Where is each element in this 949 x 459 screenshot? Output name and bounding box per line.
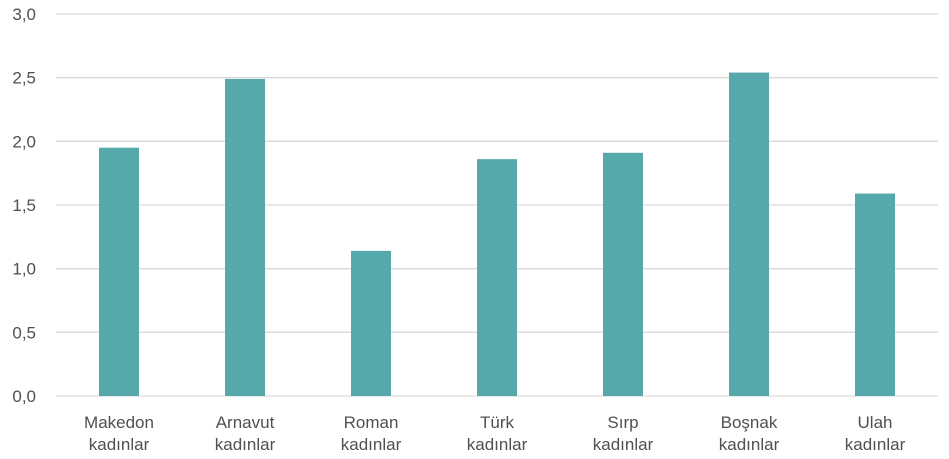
x-tick-label: Ulah kadınlar bbox=[845, 413, 906, 454]
x-tick-label-line: kadınlar bbox=[845, 435, 906, 454]
x-tick-label-line: Boşnak bbox=[721, 413, 778, 432]
x-tick-label-line: Ulah bbox=[858, 413, 893, 432]
x-tick-label-line: Sırp bbox=[607, 413, 638, 432]
x-tick-label-line: Arnavut bbox=[216, 413, 275, 432]
x-tick-label-line: kadınlar bbox=[719, 435, 780, 454]
y-tick-label: 0,0 bbox=[12, 387, 36, 406]
x-tick-label-line: Roman bbox=[344, 413, 399, 432]
x-tick-label: Roman kadınlar bbox=[341, 413, 402, 454]
x-tick-label: Sırp kadınlar bbox=[593, 413, 654, 454]
x-tick-label-line: kadınlar bbox=[467, 435, 528, 454]
bars bbox=[99, 72, 895, 396]
y-tick-label: 1,0 bbox=[12, 260, 36, 279]
y-axis-tick-labels: 0,0 0,5 1,0 1,5 2,0 2,5 3,0 bbox=[12, 5, 36, 406]
y-tick-label: 1,5 bbox=[12, 196, 36, 215]
x-tick-label-line: kadınlar bbox=[89, 435, 150, 454]
x-axis-tick-labels: Makedon kadınlar Arnavut kadınlar Roman kadın… bbox=[84, 413, 906, 454]
y-tick-label: 2,0 bbox=[12, 132, 36, 151]
x-tick-label: Makedon kadınlar bbox=[84, 413, 154, 454]
x-tick-label: Arnavut kadınlar bbox=[215, 413, 276, 454]
bar bbox=[99, 147, 139, 396]
bar bbox=[855, 193, 895, 396]
y-tick-label: 2,5 bbox=[12, 69, 36, 88]
x-tick-label-line: Türk bbox=[480, 413, 515, 432]
y-tick-label: 3,0 bbox=[12, 5, 36, 24]
x-tick-label-line: kadınlar bbox=[215, 435, 276, 454]
bar bbox=[477, 159, 517, 396]
y-tick-label: 0,5 bbox=[12, 323, 36, 342]
x-tick-label-line: kadınlar bbox=[341, 435, 402, 454]
bar bbox=[603, 152, 643, 396]
x-tick-label-line: kadınlar bbox=[593, 435, 654, 454]
x-tick-label: Boşnak kadınlar bbox=[719, 413, 780, 454]
x-tick-label: Türk kadınlar bbox=[467, 413, 528, 454]
bar bbox=[225, 78, 265, 396]
x-tick-label-line: Makedon bbox=[84, 413, 154, 432]
bar bbox=[351, 250, 391, 396]
bar bbox=[729, 72, 769, 396]
